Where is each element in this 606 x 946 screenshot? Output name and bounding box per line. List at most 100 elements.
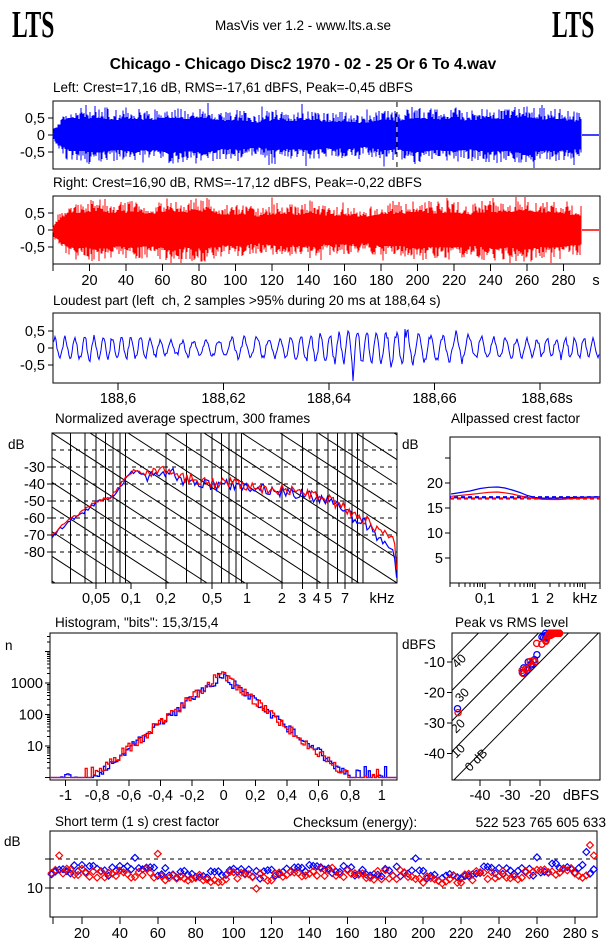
crest-point [157,871,166,881]
diagonal-label: 30 [452,685,472,705]
crest-point [377,872,386,881]
crest-point [513,875,523,884]
crest-point [456,878,466,887]
spectrum-curve-right [52,465,397,570]
crest-point [236,864,246,874]
crest-point [384,866,394,875]
crest-point [225,865,235,875]
x-tick-label: -1 [59,788,72,804]
x-tick-label: 0 [220,788,228,804]
logo-lts-right: LTS [551,4,594,46]
plot-border [49,632,398,781]
short-term-title: Short term (1 s) crest factor [55,814,220,829]
histogram-outline [50,672,397,779]
crest-point [320,871,329,881]
crest-point [381,865,390,875]
crest-point [468,876,477,885]
crest-point [199,876,208,885]
crest-point [130,853,140,863]
x-tick-label: 180 [373,926,397,942]
crest-point [411,854,420,863]
crest-point [111,871,121,881]
time-axis: 20 40 60 80 100 120 140 160 180 200 220 240 260 280 s [52,264,600,289]
y-tick-label: 20 [427,476,443,492]
diagonal-line [452,633,480,661]
y-tick-label: 0 [37,128,45,144]
crest-point [365,873,375,883]
crest-point [346,869,356,878]
crest-point [255,874,265,883]
y-tick-label: 1000 [11,676,43,692]
crest-point [180,874,189,883]
scatter-outlier [453,704,462,713]
crest-point [430,874,439,884]
x-axis-unit: s [592,273,599,289]
crest-point [278,872,288,882]
crest-point [301,871,310,880]
right-channel-stats: Right: Crest=16,90 dB, RMS=-17,12 dBFS, … [53,175,422,190]
x-tick-label: 120 [260,273,284,289]
y-tick-label: 10 [427,526,443,542]
crest-point [487,867,496,877]
histogram-outline [50,671,397,779]
crest-point [108,869,117,878]
x-tick-label: 0,1 [475,591,495,607]
scatter-point [529,656,537,665]
x-tick-label: 2 [278,591,286,607]
right-waveform-panel: 0,50-0,5 [20,195,601,265]
x-tick-label: 0,05 [82,591,110,607]
crest-point [214,867,223,876]
crest-point [77,864,87,873]
x-tick-label: 5 [324,591,332,607]
crest-point [536,865,546,875]
grid-diagonal [317,433,397,485]
crest-point [126,865,136,874]
crest-point [73,870,83,880]
grid-diagonal [52,531,132,583]
crest-point [343,865,352,874]
crest-point [89,861,98,871]
x-tick-label: 0,2 [156,591,176,607]
y-tick-label: 0,5 [25,324,45,340]
crest-point [236,868,246,878]
crest-point [274,868,284,877]
grid-diagonal [127,433,360,583]
crest-point [578,860,587,870]
x-tick-label: 188,66 [412,391,456,407]
crest-point [407,872,417,881]
loudest-x-axis: 188,6 188,62 188,64 188,66 188,68s [100,383,573,407]
y-tick-label: -30 [24,460,45,476]
x-tick-label: 280 [551,273,575,289]
crest-point [411,874,420,884]
allpassed-title: Allpassed crest factor [451,411,581,426]
x-tick-label: 140 [296,273,320,289]
crest-point [229,867,238,877]
allpassed-x-axis: 0,1 1 2 kHz [449,583,601,607]
crest-point [362,873,371,883]
x-tick-label: 0,6 [308,788,328,804]
crest-point [157,870,166,879]
x-tick-label: -0,6 [116,788,141,804]
y-tick-label: 10 [27,739,43,755]
crest-point [85,861,94,871]
plot-border [449,436,601,584]
crest-point [449,871,458,880]
histogram-title: Histogram, "bits": 15,3/15,4 [55,615,219,630]
crest-point [100,873,109,882]
allpassed-curve-left [451,486,600,499]
x-tick-label: 260 [515,273,539,289]
grid-diagonal [52,481,208,583]
spectrum-panel [51,432,398,584]
crest-point [381,864,390,874]
crest-point [358,865,367,875]
crest-point [183,876,193,885]
x-tick-label: 1 [531,591,539,607]
crest-point [312,871,322,880]
diagonal-line [452,633,510,691]
x-tick-label: 188,64 [307,391,351,407]
crest-point [51,865,60,875]
x-tick-label: 0,2 [245,788,265,804]
crest-point [582,847,591,857]
x-tick-label: 280 [563,926,587,942]
